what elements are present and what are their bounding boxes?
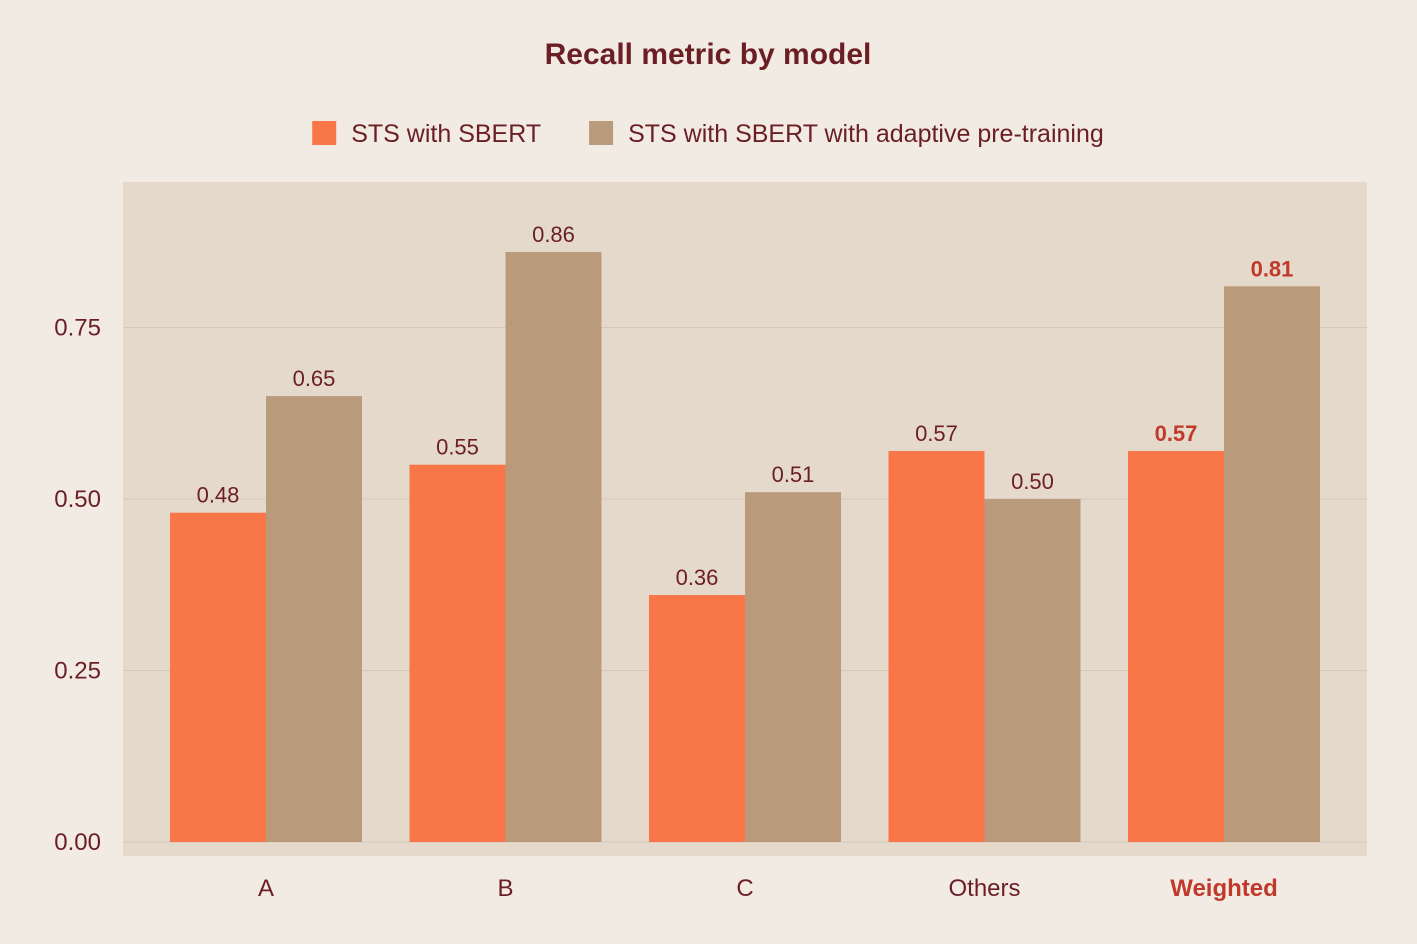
y-tick-label: 0.50 (54, 486, 101, 513)
x-tick-label: Weighted (1170, 875, 1278, 902)
bar (266, 396, 362, 842)
bar (984, 499, 1081, 842)
x-axis: A B C Others Weighted (258, 875, 1278, 902)
bar (649, 595, 745, 842)
data-label: 0.57 (1155, 421, 1198, 446)
bars (170, 252, 1320, 843)
y-tick-label: 0.75 (54, 315, 101, 342)
legend-item: STS with SBERT with adaptive pre-trainin… (589, 120, 1104, 148)
bar (170, 512, 266, 842)
legend-label: STS with SBERT with adaptive pre-trainin… (628, 120, 1104, 148)
legend-swatch (589, 121, 614, 145)
value-labels: 0.48 0.65 0.55 0.86 0.36 0.51 0.57 0.50 0.57 0.81 (197, 222, 1294, 590)
y-axis: 0.00 0.25 0.50 0.75 (54, 315, 101, 857)
data-label: 0.86 (532, 222, 575, 247)
x-tick-label: Others (948, 875, 1020, 902)
bar (505, 252, 602, 843)
legend-swatch (312, 121, 337, 145)
bar (1224, 286, 1320, 843)
data-label: 0.48 (197, 483, 240, 508)
bar (1128, 450, 1224, 842)
x-tick-label: B (497, 875, 513, 902)
legend-item: STS with SBERT (312, 120, 541, 148)
x-tick-label: C (736, 875, 753, 902)
data-label: 0.55 (436, 435, 479, 460)
data-label: 0.65 (293, 366, 336, 391)
bar (745, 492, 841, 842)
bar (888, 450, 985, 842)
data-label: 0.50 (1011, 469, 1054, 494)
y-tick-label: 0.25 (54, 658, 101, 685)
data-label: 0.57 (915, 421, 958, 446)
bar (409, 464, 506, 842)
data-label: 0.36 (676, 565, 719, 590)
chart-title: Recall metric by model (545, 38, 872, 71)
legend: STS with SBERT STS with SBERT with adapti… (312, 120, 1104, 148)
data-label: 0.51 (772, 462, 815, 487)
x-tick-label: A (258, 875, 274, 902)
y-tick-label: 0.00 (54, 829, 101, 856)
legend-label: STS with SBERT (351, 120, 541, 148)
data-label: 0.81 (1251, 256, 1294, 281)
